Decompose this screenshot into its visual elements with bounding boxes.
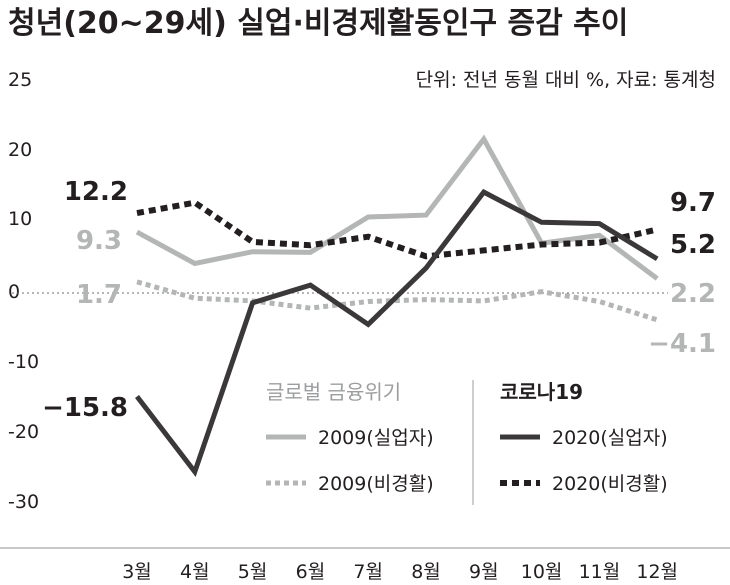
start-value-label: −15.8 — [42, 393, 128, 423]
chart-title: 청년(20~29세) 실업·비경제활동인구 증감 추이 — [8, 6, 628, 41]
start-value-label: 12.2 — [64, 177, 128, 207]
legend-label: 2020(실업자) — [552, 427, 668, 449]
start-value-label: 9.3 — [76, 226, 122, 256]
end-value-label: −4.1 — [648, 329, 716, 359]
x-tick-label: 12월 — [636, 561, 678, 583]
x-tick-label: 10월 — [521, 561, 563, 583]
y-tick-label: -10 — [8, 351, 39, 373]
legend-label: 2009(실업자) — [318, 427, 434, 449]
legend-label: 2009(비경활) — [318, 473, 434, 495]
legend-background — [258, 372, 698, 512]
y-tick-label: -20 — [8, 421, 39, 443]
x-tick-label: 7월 — [353, 561, 383, 583]
legend-group-title: 글로벌 금융위기 — [266, 380, 401, 404]
x-tick-label: 11월 — [579, 561, 621, 583]
y-tick-label: -30 — [8, 491, 39, 513]
series-line-3 — [135, 188, 659, 478]
y-tick-label: 0 — [8, 281, 20, 303]
x-tick-label: 6월 — [296, 561, 326, 583]
unit-source-note: 단위: 전년 동월 대비 %, 자료: 통계청 — [416, 69, 716, 91]
x-tick-label: 9월 — [469, 561, 499, 583]
x-tick-label: 4월 — [180, 561, 210, 583]
series-line-4 — [136, 199, 658, 260]
end-value-label: 9.7 — [670, 188, 716, 218]
y-tick-label: 10 — [8, 208, 32, 230]
start-value-label: 1.7 — [76, 280, 122, 310]
end-value-label: 2.2 — [670, 279, 716, 309]
legend-label: 2020(비경활) — [552, 473, 668, 495]
y-tick-label: 20 — [8, 139, 32, 161]
series-line-2 — [136, 279, 658, 323]
x-tick-label: 8월 — [411, 561, 441, 583]
x-tick-label: 5월 — [238, 561, 268, 583]
y-tick-label: 25 — [8, 69, 32, 91]
end-value-label: 5.2 — [670, 230, 716, 260]
x-tick-label: 3월 — [122, 561, 152, 583]
series-line-1 — [135, 134, 659, 281]
legend-group-title: 코로나19 — [500, 380, 583, 404]
